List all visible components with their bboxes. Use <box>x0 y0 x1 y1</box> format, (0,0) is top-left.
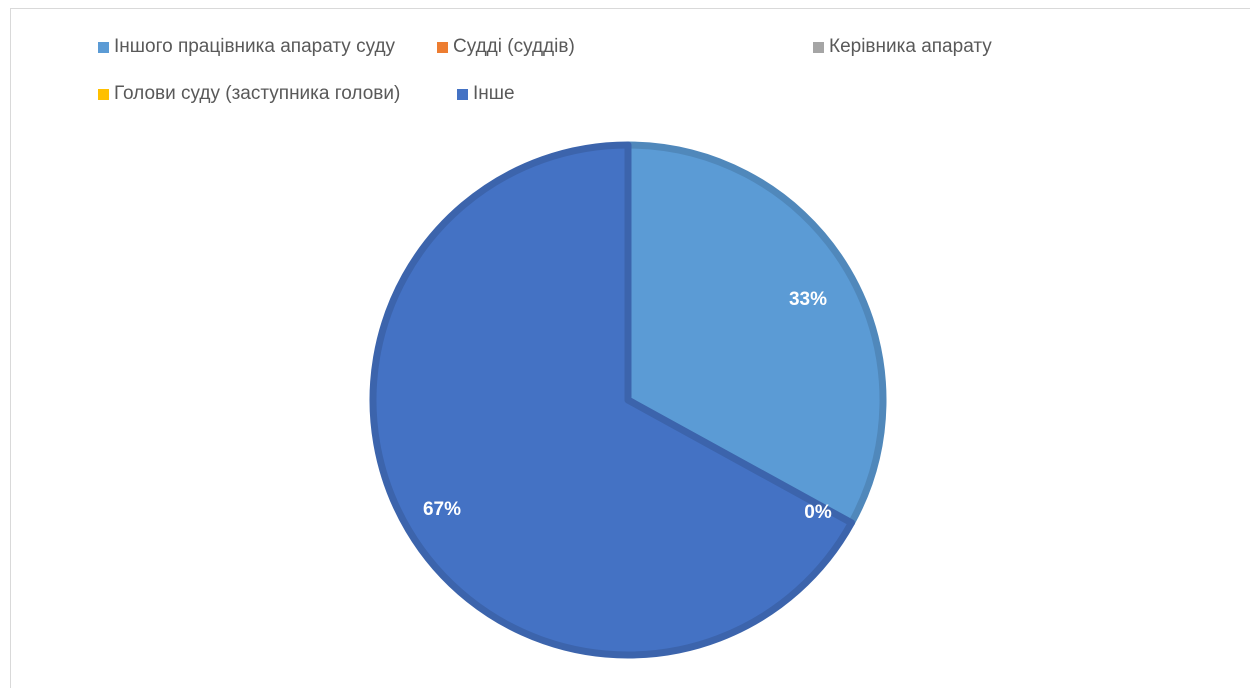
legend-label: Голови суду (заступника голови) <box>114 83 401 104</box>
chart-frame <box>10 8 1250 688</box>
data-label-other: 67% <box>423 499 461 520</box>
legend-label: Іншого працівника апарату суду <box>114 36 396 57</box>
legend-item-other: Інше <box>457 83 515 105</box>
data-label-court-head: 0% <box>804 502 832 523</box>
slice-other-staff <box>624 141 887 527</box>
legend-item-judges: Судді (суддів) <box>437 36 575 58</box>
legend-item-court-head: Голови суду (заступника голови) <box>98 83 400 105</box>
legend-swatch <box>457 88 468 100</box>
data-label-other-staff: 33% <box>789 289 827 310</box>
legend-label: Інше <box>473 83 515 104</box>
slice-other <box>369 141 855 659</box>
legend-swatch <box>813 41 824 53</box>
legend-swatch <box>437 41 448 53</box>
legend-item-head-of-staff: Керівника апарату <box>813 36 992 58</box>
legend-label: Керівника апарату <box>829 36 992 57</box>
legend-swatch <box>98 41 109 53</box>
legend-swatch <box>98 88 109 100</box>
legend-label: Судді (суддів) <box>453 36 575 57</box>
legend-item-other-staff: Іншого працівника апарату суду <box>98 36 395 58</box>
